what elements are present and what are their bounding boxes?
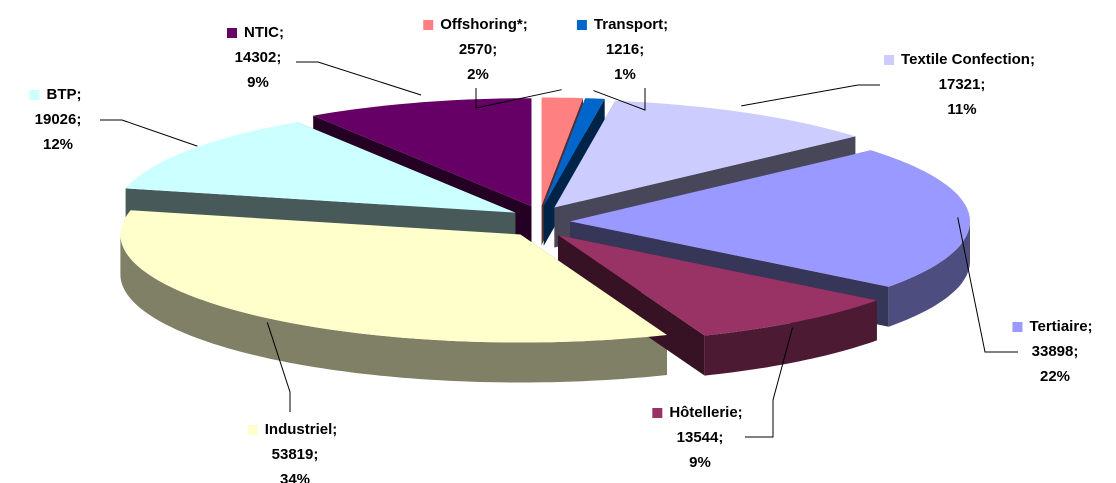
data-label-name: Offshoring*; (440, 16, 528, 33)
slice (558, 235, 877, 336)
slice-rim (120, 234, 667, 383)
category-name: Offshoring* (440, 16, 523, 33)
leader-line (266, 322, 291, 412)
category-name: NTIC (244, 24, 279, 41)
legend-key (227, 28, 237, 38)
leader-line (593, 88, 646, 111)
leader-line (296, 61, 422, 96)
separator: ; (276, 49, 281, 66)
slice (554, 100, 856, 208)
value: 2570 (459, 41, 492, 58)
data-label-percent: 34% (280, 471, 310, 483)
data-label-percent: 11% (947, 101, 976, 118)
value: 14302 (235, 49, 277, 66)
data-label-name: BTP; (47, 86, 82, 103)
data-label-name: Textile Confection; (901, 51, 1035, 68)
data-label-value: 19026; (35, 111, 82, 128)
slice (543, 98, 605, 206)
separator: ; (1030, 51, 1035, 68)
category-name: Transport (594, 16, 663, 33)
data-label-name: Hôtellerie; (669, 404, 742, 421)
separator: ; (313, 446, 318, 463)
data-label-percent: 12% (43, 136, 73, 153)
value: 19026 (35, 111, 77, 128)
data-label-value: 53819; (272, 446, 319, 463)
data-label-percent: 2% (467, 66, 489, 83)
data-label-percent: 22% (1040, 368, 1070, 385)
legend-key (884, 55, 895, 65)
value: 13544 (677, 429, 719, 446)
data-label-value: 1216; (606, 41, 644, 58)
separator: ; (738, 404, 743, 421)
data-label-value: 14302; (235, 49, 282, 66)
separator: ; (980, 76, 985, 93)
leader-line (475, 88, 562, 109)
data-label-name: NTIC; (244, 24, 284, 41)
separator: ; (279, 24, 284, 41)
slice (570, 150, 970, 287)
slice-side (558, 235, 705, 376)
separator: ; (1088, 318, 1093, 335)
slice-rim (888, 221, 970, 327)
value: 17321 (939, 76, 981, 93)
data-label-value: 2570; (459, 41, 497, 58)
legend-key (576, 20, 587, 30)
slice (313, 98, 532, 207)
legend-key (1012, 322, 1023, 332)
separator: ; (663, 16, 668, 33)
data-label-percent: 9% (247, 74, 269, 91)
separator: ; (76, 111, 81, 128)
leader-line (100, 119, 198, 147)
data-label-name: Transport; (594, 16, 668, 33)
legend-key (423, 20, 434, 30)
data-label-value: 33898; (1032, 343, 1079, 360)
separator: ; (718, 429, 723, 446)
separator: ; (1073, 343, 1078, 360)
category-name: Hôtellerie (669, 404, 737, 421)
category-name: BTP (47, 86, 77, 103)
separator: ; (77, 86, 82, 103)
legend-key (247, 425, 258, 435)
value: 53819 (272, 446, 314, 463)
slice (541, 97, 583, 206)
leader-line (957, 217, 1018, 353)
data-label-percent: 9% (689, 454, 711, 471)
value: 33898 (1032, 343, 1074, 360)
data-label-value: 13544; (677, 429, 724, 446)
slice (125, 122, 516, 213)
legend-key (652, 408, 663, 418)
data-label-percent: 1% (614, 66, 636, 83)
leader-line (741, 84, 880, 107)
category-name: Industriel (265, 421, 333, 438)
data-label-name: Tertiaire; (1029, 318, 1092, 335)
data-label-value: 17321; (939, 76, 986, 93)
leader-line (745, 327, 793, 438)
slice-rim (704, 300, 877, 376)
separator: ; (523, 16, 528, 33)
separator: ; (332, 421, 337, 438)
category-name: Tertiaire (1029, 318, 1087, 335)
separator: ; (492, 41, 497, 58)
category-name: Textile Confection (901, 51, 1030, 68)
data-label-name: Industriel; (265, 421, 338, 438)
separator: ; (639, 41, 644, 58)
legend-key (29, 90, 40, 100)
value: 1216 (606, 41, 639, 58)
slice (120, 210, 667, 343)
